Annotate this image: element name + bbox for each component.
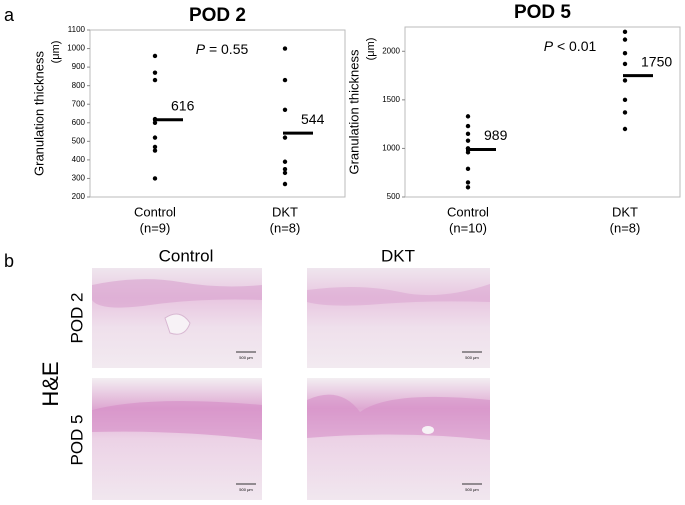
row-label: POD 2 [67,292,86,343]
mean-label: 1750 [641,53,672,69]
scale-bar-label: 500 μm [465,355,479,360]
data-point [152,53,158,59]
data-point [622,126,628,132]
mean-label: 544 [301,111,325,127]
x-tick-label: DKT [272,204,298,219]
chart-title: POD 2 [189,5,246,26]
data-point [282,166,288,172]
data-point [152,135,158,140]
data-point [622,110,628,115]
data-point [622,61,628,67]
data-point [465,131,471,137]
scale-bar-label: 500 μm [465,487,479,492]
y-tick-label: 1000 [67,44,85,53]
y-tick-label: 1000 [382,144,400,153]
y-tick-label: 700 [72,99,86,108]
y-axis-label: Granulation thickness [346,49,361,175]
y-tick-label: 2000 [382,46,400,55]
data-point [282,170,288,176]
y-tick-label: 800 [72,81,86,90]
data-point [465,185,471,190]
y-tick-label: 600 [72,118,86,127]
data-point [465,166,471,172]
data-point [622,37,628,42]
histology-image [92,378,262,500]
data-point [465,180,471,185]
stain-label: H&E [38,361,63,406]
scale-bar-label: 500 μm [239,487,253,492]
histology-image [307,378,490,500]
column-label: DKT [381,246,415,265]
panel-label: a [4,5,15,25]
x-tick-label: (n=8) [610,220,641,235]
plot-frame [404,26,681,198]
x-tick-label: DKT [612,204,638,219]
y-tick-label: 900 [72,62,86,71]
y-axis-label: Granulation thickness [31,50,46,176]
chart-title: POD 5 [514,2,571,23]
annotation: P < 0.01 [544,38,597,54]
data-point [152,144,158,150]
histology-image [92,268,262,368]
data-point [152,148,158,153]
x-tick-label: (n=8) [270,220,301,235]
data-point [622,51,628,56]
y-tick-label: 400 [72,155,86,164]
y-tick-label: 1100 [68,25,86,34]
data-point [282,107,288,112]
data-point [282,159,288,164]
x-tick-label: Control [134,204,176,219]
y-axis-label: (μm) [50,41,62,64]
data-point [152,120,158,125]
y-axis-label: (μm) [365,38,377,61]
data-point [465,114,471,119]
y-tick-label: 300 [72,174,86,183]
mean-label: 616 [171,98,195,114]
data-point [465,138,471,143]
x-tick-label: (n=10) [449,220,487,235]
histology-image [307,268,490,368]
data-point [465,150,471,155]
y-tick-label: 200 [72,192,86,201]
data-point [282,77,288,83]
x-tick-label: Control [447,204,489,219]
column-label: Control [159,246,214,265]
data-point [622,97,628,103]
data-point [152,77,158,83]
data-point [152,70,158,75]
data-point [282,46,288,51]
mean-label: 989 [484,127,508,143]
x-tick-label: (n=9) [140,220,171,235]
data-point [282,135,288,140]
annotation: P = 0.55 [196,41,249,57]
data-point [465,123,471,129]
y-tick-label: 500 [72,136,86,145]
data-point [622,29,628,35]
row-label: POD 5 [67,414,86,465]
data-point [622,78,628,83]
plot-frame [89,29,346,198]
scale-bar-label: 500 μm [239,355,253,360]
y-tick-label: 500 [387,192,401,201]
panel-label: b [4,251,14,271]
data-point [282,181,288,187]
data-point [152,176,158,181]
y-tick-label: 1500 [382,95,400,104]
